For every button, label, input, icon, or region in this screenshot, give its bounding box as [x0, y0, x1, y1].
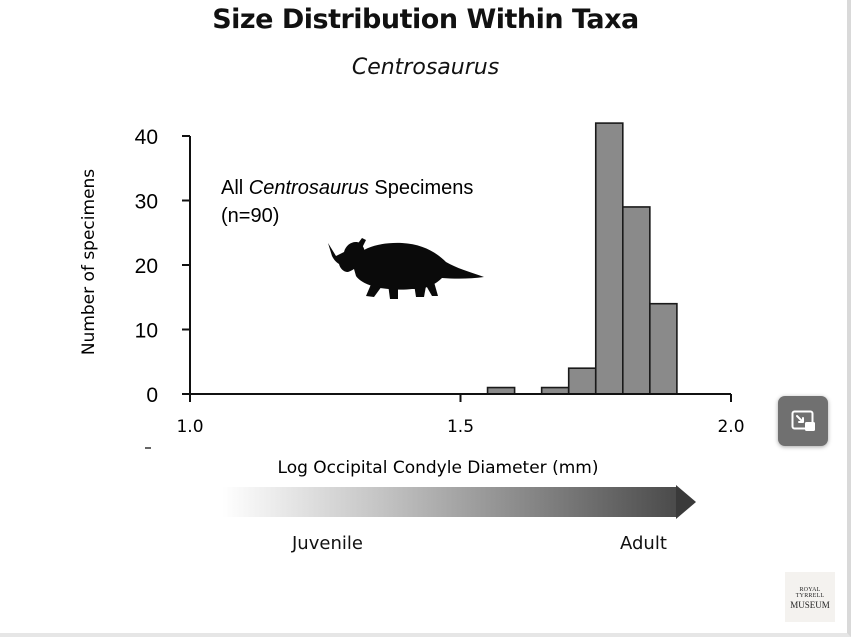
y-tick-label: 30: [135, 191, 158, 214]
logo-line-2: MUSEUM: [790, 600, 830, 610]
juvenile-label: Juvenile: [292, 533, 363, 554]
x-axis-label: Log Occipital Condyle Diameter (mm): [278, 458, 599, 478]
histogram-bars: [486, 122, 678, 395]
growth-gradient-bar: [222, 487, 678, 517]
x-tick-label: 2.0: [717, 417, 744, 437]
x-tick-label: 1.0: [176, 417, 203, 437]
chart-title: Size Distribution Within Taxa: [212, 4, 639, 35]
centrosaurus-silhouette-icon: [328, 238, 484, 299]
histogram-bar-5: [621, 206, 651, 395]
histogram-bar-4: [594, 122, 624, 395]
y-tick-label: 10: [135, 320, 158, 343]
stray-tick-mark: [145, 447, 151, 449]
growth-arrowhead-icon: [676, 485, 696, 519]
museum-logo: ROYAL TYRRELL MUSEUM: [785, 572, 835, 622]
y-tick-label: 20: [135, 255, 158, 278]
adult-label: Adult: [620, 533, 667, 554]
specimen-annotation: All Centrosaurus Specimens: [221, 177, 473, 199]
picture-in-picture-icon: [791, 410, 815, 431]
sample-size-label: (n=90): [221, 205, 279, 227]
picture-in-picture-button[interactable]: [778, 396, 828, 446]
annotation-prefix: All: [221, 177, 249, 199]
histogram-bar-3: [567, 367, 597, 395]
y-axis-label: Number of specimens: [79, 169, 99, 355]
x-tick-label: 1.5: [447, 417, 474, 437]
annotation-suffix: Specimens: [369, 177, 474, 199]
y-tick-label: 0: [146, 384, 158, 407]
histogram-bar-6: [649, 302, 678, 395]
chart-subtitle: Centrosaurus: [351, 55, 500, 80]
annotation-taxon: Centrosaurus: [249, 177, 369, 199]
y-tick-label: 40: [135, 126, 158, 149]
chart-axes: 0 10 20 30 40 1.0 1.5 2.0: [135, 126, 745, 437]
logo-line-1: ROYAL TYRRELL: [795, 587, 825, 599]
